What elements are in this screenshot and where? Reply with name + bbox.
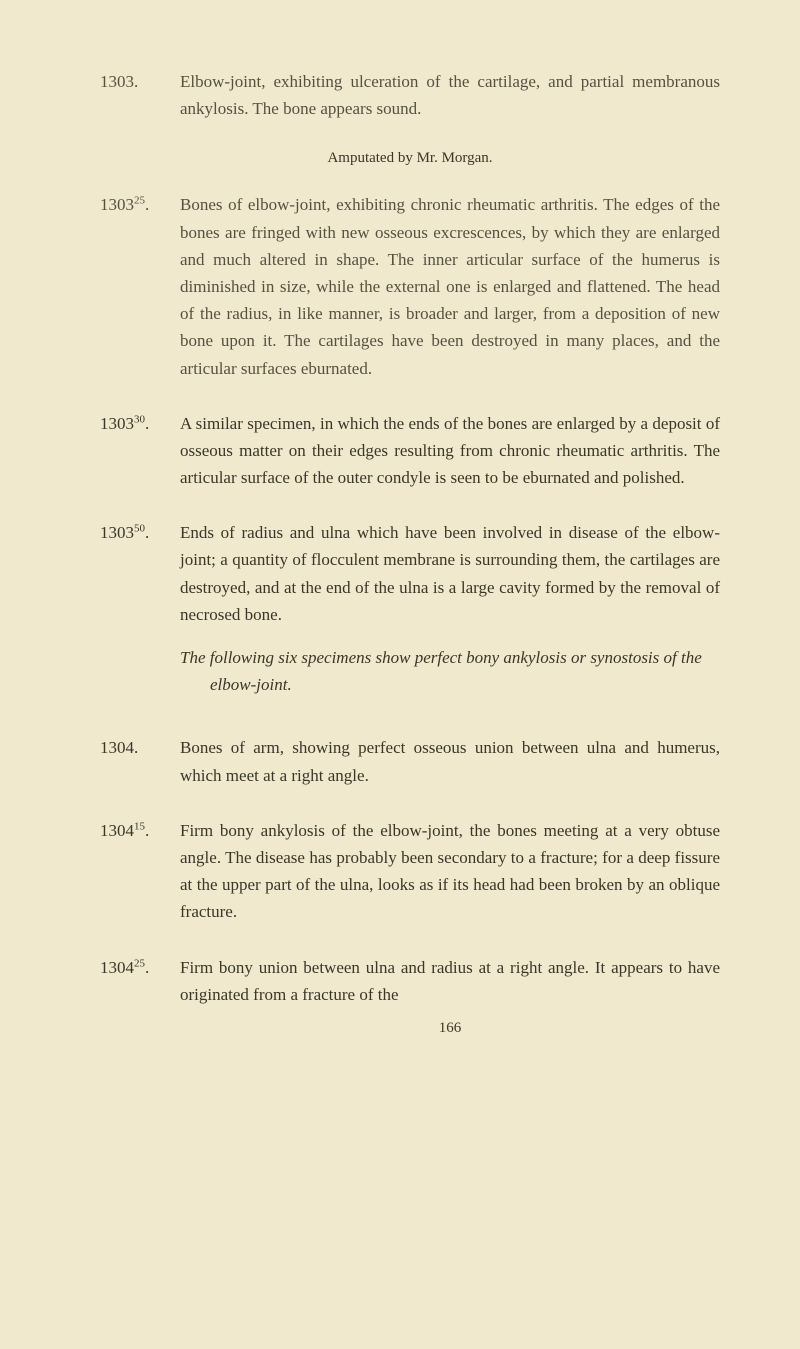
entry-number: 130415. — [100, 817, 180, 926]
entry-text: Bones of elbow-joint, exhibiting chronic… — [180, 191, 720, 381]
entry-number: 130350. — [100, 519, 180, 706]
catalog-entry: 130350. Ends of radius and ulna which ha… — [100, 519, 720, 706]
catalog-entry: 130415. Firm bony ankylosis of the elbow… — [100, 817, 720, 926]
entry-number: 1304. — [100, 734, 180, 788]
section-subheading: The following six specimens show perfect… — [180, 644, 720, 698]
attribution-line: Amputated by Mr. Morgan. — [100, 150, 720, 167]
entry-text: A similar specimen, in which the ends of… — [180, 410, 720, 492]
entry-text: Bones of arm, showing perfect osseous un… — [180, 734, 720, 788]
entry-text: Firm bony union between ulna and radius … — [180, 954, 720, 1048]
catalog-entry: 130425. Firm bony union between ulna and… — [100, 954, 720, 1048]
entry-number: 130325. — [100, 191, 180, 381]
catalog-entry: 130330. A similar specimen, in which the… — [100, 410, 720, 492]
entry-number: 130425. — [100, 954, 180, 1048]
catalog-entry: 130325. Bones of elbow-joint, exhibiting… — [100, 191, 720, 381]
catalog-entry: 1304. Bones of arm, showing perfect osse… — [100, 734, 720, 788]
entry-text: Elbow-joint, exhibiting ulceration of th… — [180, 68, 720, 122]
entry-number: 130330. — [100, 410, 180, 492]
entry-text: Ends of radius and ulna which have been … — [180, 519, 720, 706]
page-number: 166 — [180, 1016, 720, 1040]
entry-text: Firm bony ankylosis of the elbow-joint, … — [180, 817, 720, 926]
entry-number: 1303. — [100, 68, 180, 122]
catalog-entry: 1303. Elbow-joint, exhibiting ulceration… — [100, 68, 720, 122]
